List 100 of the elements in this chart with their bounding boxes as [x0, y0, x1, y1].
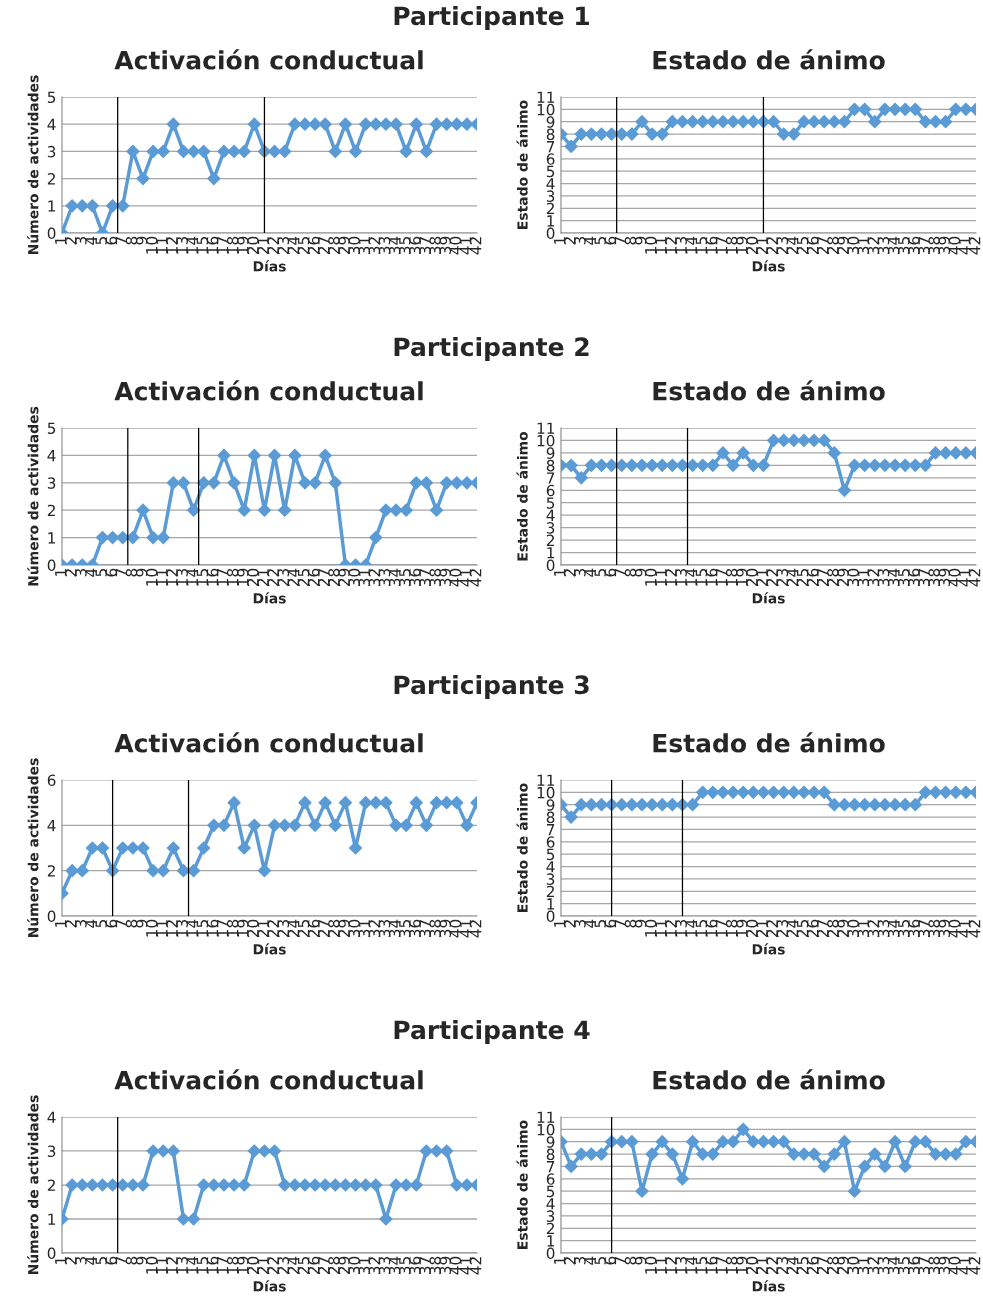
point: [227, 144, 241, 159]
x-tick-label: 40: [449, 568, 462, 587]
x-tick-label: 30: [847, 919, 859, 938]
x-tick-label: 11: [156, 920, 168, 937]
point: [308, 117, 322, 132]
x-tick-label: 10: [644, 236, 657, 254]
x-tick-label: 4: [85, 568, 97, 577]
point: [807, 785, 821, 800]
point: [928, 114, 943, 129]
y-tick-label: 1: [547, 898, 555, 910]
y-tick-label: 7: [546, 141, 555, 153]
x-axis-title: Días: [752, 260, 785, 272]
y-axis-title: Número de actividades: [27, 758, 39, 938]
y-tick-label: 2: [47, 504, 55, 516]
y-tick-label: 8: [546, 128, 555, 141]
x-tick-label: 1: [55, 569, 67, 576]
point: [716, 1134, 730, 1149]
chart-title: Activación conductual: [114, 380, 423, 401]
point: [136, 171, 150, 186]
point: [166, 1144, 181, 1158]
point: [888, 1134, 902, 1149]
point: [908, 102, 923, 117]
x-tick-label: 40: [948, 568, 961, 587]
point: [624, 797, 639, 812]
point: [705, 458, 720, 473]
x-tick-label: 38: [429, 236, 441, 255]
point: [888, 102, 902, 117]
point: [429, 795, 444, 810]
x-tick-label: 16: [705, 1256, 718, 1274]
x-tick-label: 30: [847, 236, 859, 255]
x-axis-title: Días: [253, 260, 286, 272]
x-tick-label: 10: [145, 236, 158, 254]
x-tick-label: 10: [145, 1256, 158, 1274]
x-axis-title: Días: [752, 592, 785, 604]
point: [675, 1171, 690, 1186]
point: [429, 117, 444, 132]
point: [888, 458, 902, 473]
x-tick-label: 3: [75, 920, 87, 928]
y-tick-label: 11: [537, 422, 555, 434]
point: [429, 1144, 444, 1158]
point: [85, 198, 100, 213]
point: [867, 114, 882, 129]
x-axis-title: Días: [253, 592, 286, 604]
x-tick-label: 37: [419, 920, 431, 938]
point: [716, 446, 730, 460]
point: [318, 117, 333, 132]
x-tick-label: 29: [837, 568, 849, 587]
y-tick-label: 2: [47, 173, 55, 185]
point: [847, 797, 862, 812]
x-tick-label: 10: [644, 568, 657, 586]
y-tick-label: 3: [546, 190, 555, 202]
point: [685, 797, 700, 812]
point: [837, 1134, 852, 1149]
point: [594, 1147, 609, 1161]
point: [95, 1178, 110, 1192]
x-axis-title: Días: [253, 943, 286, 955]
y-tick-label: 9: [546, 447, 555, 459]
x-tick-label: 3: [75, 569, 87, 577]
x-tick-label: 8: [624, 1256, 637, 1265]
x-tick-label: 37: [918, 237, 930, 255]
x-tick-label: 29: [338, 236, 350, 255]
point: [460, 818, 474, 833]
point: [156, 863, 171, 878]
point: [257, 503, 272, 518]
y-tick-label: 3: [546, 1210, 555, 1222]
x-tick-label: 3: [574, 569, 586, 577]
point: [217, 448, 231, 463]
point: [594, 458, 609, 473]
x-tick-label: 37: [419, 569, 431, 587]
point: [776, 1134, 791, 1149]
y-tick-label: 0: [47, 559, 56, 572]
x-tick-label: 1: [55, 1257, 67, 1264]
point: [338, 1178, 353, 1192]
point: [409, 1178, 424, 1192]
x-tick-label: 11: [655, 920, 667, 937]
point: [227, 475, 241, 490]
point: [807, 114, 821, 129]
x-tick-label: 5: [594, 237, 606, 245]
x-tick-label: 36: [409, 1256, 421, 1275]
point: [156, 144, 171, 159]
point: [878, 1159, 892, 1174]
x-tick-label: 11: [655, 1257, 667, 1274]
point: [726, 458, 740, 473]
point: [237, 144, 252, 159]
x-tick-label: 1: [55, 920, 67, 927]
point: [786, 433, 801, 448]
x-tick-label: 16: [206, 568, 219, 586]
point: [817, 1159, 832, 1174]
y-axis-title: Número de actividades: [27, 75, 39, 255]
chart-title: Activación conductual: [114, 49, 423, 70]
y-tick-label: 4: [47, 820, 56, 832]
point: [776, 127, 791, 141]
x-tick-label: 11: [156, 569, 168, 586]
chart-title: Activación conductual: [114, 732, 423, 753]
point: [176, 144, 191, 159]
point: [287, 818, 302, 833]
point: [196, 841, 211, 855]
chart-title: Estado de ánimo: [653, 380, 885, 401]
x-tick-label: 1: [554, 920, 566, 927]
x-tick-label: 4: [85, 1256, 97, 1265]
